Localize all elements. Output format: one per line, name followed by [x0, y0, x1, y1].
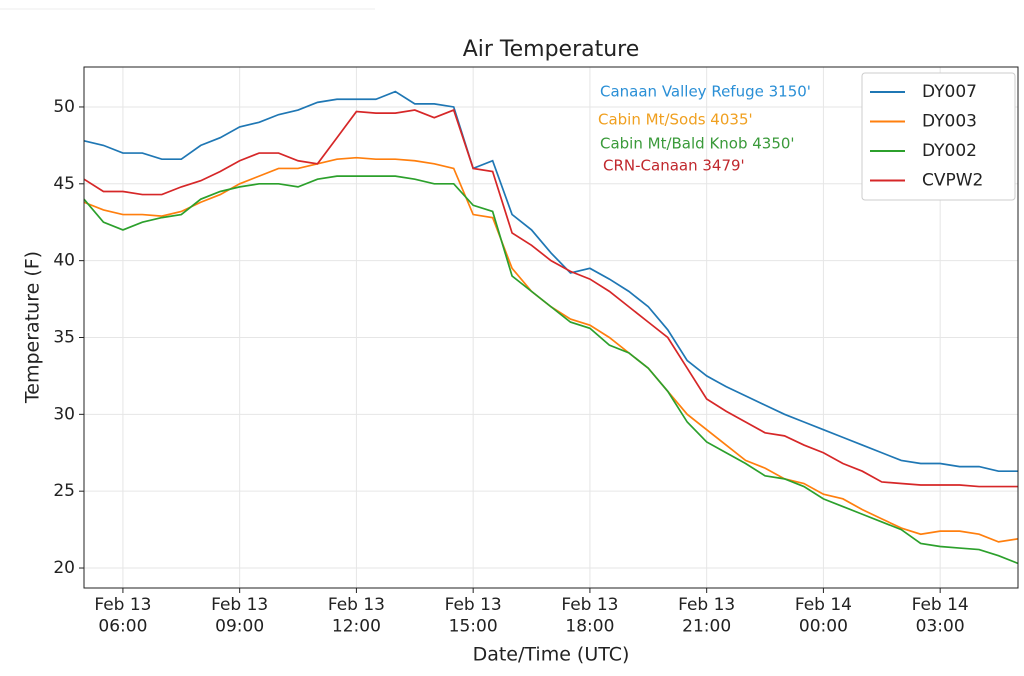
series-line	[83, 90, 1018, 473]
legend-label: DY003	[922, 112, 977, 132]
x-tick-label: Feb 14 00:00	[795, 595, 852, 636]
y-tick-label: 25	[53, 481, 75, 501]
annotation: Cabin Mt/Bald Knob 4350'	[600, 135, 795, 153]
legend-label: CVPW2	[922, 171, 983, 191]
x-tick-label: Feb 13 18:00	[561, 595, 618, 636]
legend-label: DY007	[922, 82, 977, 102]
series-line	[83, 108, 1018, 488]
x-tick-label: Feb 13 15:00	[445, 595, 502, 636]
y-tick-label: 40	[53, 251, 75, 271]
annotation: Canaan Valley Refuge 3150'	[600, 83, 811, 101]
x-tick-label: Feb 13 21:00	[678, 595, 735, 636]
y-axis-label: Temperature (F)	[22, 251, 44, 404]
annotation: CRN-Canaan 3479'	[603, 157, 745, 175]
plot-frame	[83, 66, 1019, 589]
x-tick-label: Feb 13 09:00	[211, 595, 268, 636]
x-tick-label: Feb 13 06:00	[94, 595, 151, 636]
x-tick-label: Feb 13 12:00	[328, 595, 385, 636]
y-tick-label: 30	[53, 404, 75, 424]
y-tick-label: 35	[53, 327, 75, 347]
y-tick-label: 20	[53, 558, 75, 578]
annotation: Cabin Mt/Sods 4035'	[598, 111, 753, 129]
legend-box	[861, 72, 1016, 201]
series-line	[83, 175, 1019, 565]
x-tick-label: Feb 14 03:00	[912, 595, 969, 636]
legend-label: DY002	[922, 141, 977, 161]
y-tick-label: 45	[53, 174, 75, 194]
chart-title: Air Temperature	[463, 37, 640, 62]
series-line	[83, 156, 1019, 543]
x-axis-label: Date/Time (UTC)	[473, 644, 630, 666]
y-tick-label: 50	[53, 97, 75, 117]
